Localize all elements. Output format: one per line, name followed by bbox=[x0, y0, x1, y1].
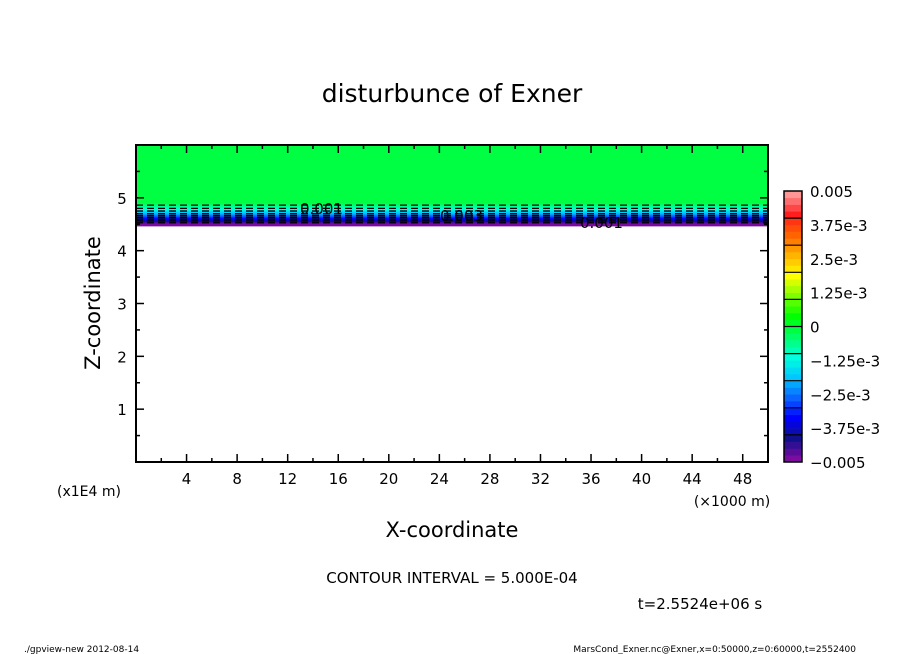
y-tick-label: 5 bbox=[117, 190, 127, 208]
footer-right: MarsCond_Exner.nc@Exner,x=0:50000,z=0:60… bbox=[573, 645, 856, 654]
colorbar: 0.005 3.75e-3 2.5e-3 1.25e-3 0 −1.25e-3 −2.5e-… bbox=[783, 183, 880, 472]
colorbar-level bbox=[784, 360, 802, 368]
colorbar-level bbox=[784, 326, 802, 334]
x-tick-label: 36 bbox=[581, 470, 600, 488]
field-band bbox=[136, 152, 768, 161]
y-axis-label: Z-coordinate bbox=[81, 236, 105, 370]
field-band bbox=[136, 145, 768, 153]
colorbar-level bbox=[784, 245, 802, 253]
colorbar-level bbox=[784, 258, 802, 266]
colorbar-label: −0.005 bbox=[810, 454, 866, 472]
x-tick-label: 24 bbox=[430, 470, 449, 488]
x-tick-label: 48 bbox=[733, 470, 752, 488]
x-tick-label: 8 bbox=[232, 470, 242, 488]
field-band bbox=[136, 174, 768, 182]
colorbar-label: 3.75e-3 bbox=[810, 217, 868, 235]
colorbar-level bbox=[784, 251, 802, 260]
colorbar-level bbox=[784, 333, 802, 341]
field-band bbox=[136, 181, 768, 190]
contour-label: 0.001 bbox=[300, 200, 343, 218]
colorbar-level bbox=[784, 306, 802, 314]
colorbar-level bbox=[784, 353, 802, 361]
colorbar-label: 1.25e-3 bbox=[810, 285, 868, 303]
colorbar-level bbox=[784, 373, 802, 381]
colorbar-level bbox=[784, 448, 802, 456]
colorbar-level bbox=[784, 204, 802, 212]
colorbar-level bbox=[784, 455, 802, 463]
colorbar-level bbox=[784, 346, 802, 354]
footer-left: ./gpview-new 2012-08-14 bbox=[24, 645, 139, 654]
colorbar-level bbox=[784, 434, 802, 442]
contour-label: 0.001 bbox=[580, 214, 623, 232]
colorbar-level bbox=[784, 407, 802, 415]
x-tick-label: 20 bbox=[379, 470, 398, 488]
colorbar-level bbox=[784, 238, 802, 246]
y-tick-label: 1 bbox=[117, 401, 127, 419]
colorbar-level bbox=[784, 272, 802, 280]
colorbar-level bbox=[784, 414, 802, 422]
colorbar-label: −3.75e-3 bbox=[810, 420, 880, 438]
x-axis-label: X-coordinate bbox=[386, 518, 519, 542]
field-band bbox=[136, 159, 768, 168]
data-field bbox=[136, 145, 768, 227]
colorbar-frame bbox=[783, 190, 803, 463]
x-tick-label: 12 bbox=[278, 470, 297, 488]
colorbar-level bbox=[784, 197, 802, 205]
colorbar-level bbox=[784, 319, 802, 327]
colorbar-label: 0 bbox=[810, 319, 820, 337]
field-band bbox=[136, 188, 768, 197]
x-tick-label: 40 bbox=[632, 470, 651, 488]
field-band bbox=[136, 195, 768, 204]
x-tick-label: 44 bbox=[683, 470, 702, 488]
time-text: t=2.5524e+06 s bbox=[638, 595, 763, 613]
colorbar-level bbox=[784, 367, 802, 375]
chart-title: disturbunce of Exner bbox=[322, 79, 583, 108]
y-tick-label: 2 bbox=[117, 348, 127, 366]
x-tick-label: 4 bbox=[182, 470, 192, 488]
contour-interval-text: CONTOUR INTERVAL = 5.000E-04 bbox=[326, 569, 577, 587]
colorbar-level bbox=[784, 191, 802, 199]
colorbar-level bbox=[784, 380, 802, 388]
x-tick-label: 16 bbox=[329, 470, 348, 488]
colorbar-level bbox=[784, 441, 802, 449]
y-tick-label: 4 bbox=[117, 243, 127, 261]
colorbar-level bbox=[784, 285, 802, 293]
colorbar-level bbox=[784, 231, 802, 239]
contour-lines: 0.001 0.003 0.001 bbox=[136, 200, 768, 232]
colorbar-level bbox=[784, 218, 802, 226]
colorbar-label: 0.005 bbox=[810, 183, 853, 201]
colorbar-level bbox=[784, 401, 802, 409]
colorbar-level bbox=[784, 292, 802, 300]
y-unit-label: (x1E4 m) bbox=[57, 484, 121, 500]
field-band bbox=[136, 166, 768, 175]
x-tick-label: 32 bbox=[531, 470, 550, 488]
colorbar-level bbox=[784, 312, 802, 321]
y-tick-label: 3 bbox=[117, 296, 127, 314]
colorbar-level bbox=[784, 340, 802, 348]
colorbar-label: −2.5e-3 bbox=[810, 386, 871, 404]
colorbar-level bbox=[784, 299, 802, 307]
colorbar-label: −1.25e-3 bbox=[810, 352, 880, 370]
contour-label: 0.003 bbox=[440, 207, 483, 225]
field-band bbox=[136, 225, 768, 227]
colorbar-level bbox=[784, 279, 802, 287]
colorbar-level bbox=[784, 421, 802, 429]
colorbar-level bbox=[784, 428, 802, 436]
colorbar-level bbox=[784, 387, 802, 395]
colorbar-level bbox=[784, 394, 802, 402]
x-tick-label: 28 bbox=[480, 470, 499, 488]
colorbar-level bbox=[784, 224, 802, 232]
x-unit-label: (×1000 m) bbox=[694, 494, 770, 510]
colorbar-level bbox=[784, 265, 802, 273]
colorbar-label: 2.5e-3 bbox=[810, 251, 858, 269]
colorbar-level bbox=[784, 211, 802, 219]
